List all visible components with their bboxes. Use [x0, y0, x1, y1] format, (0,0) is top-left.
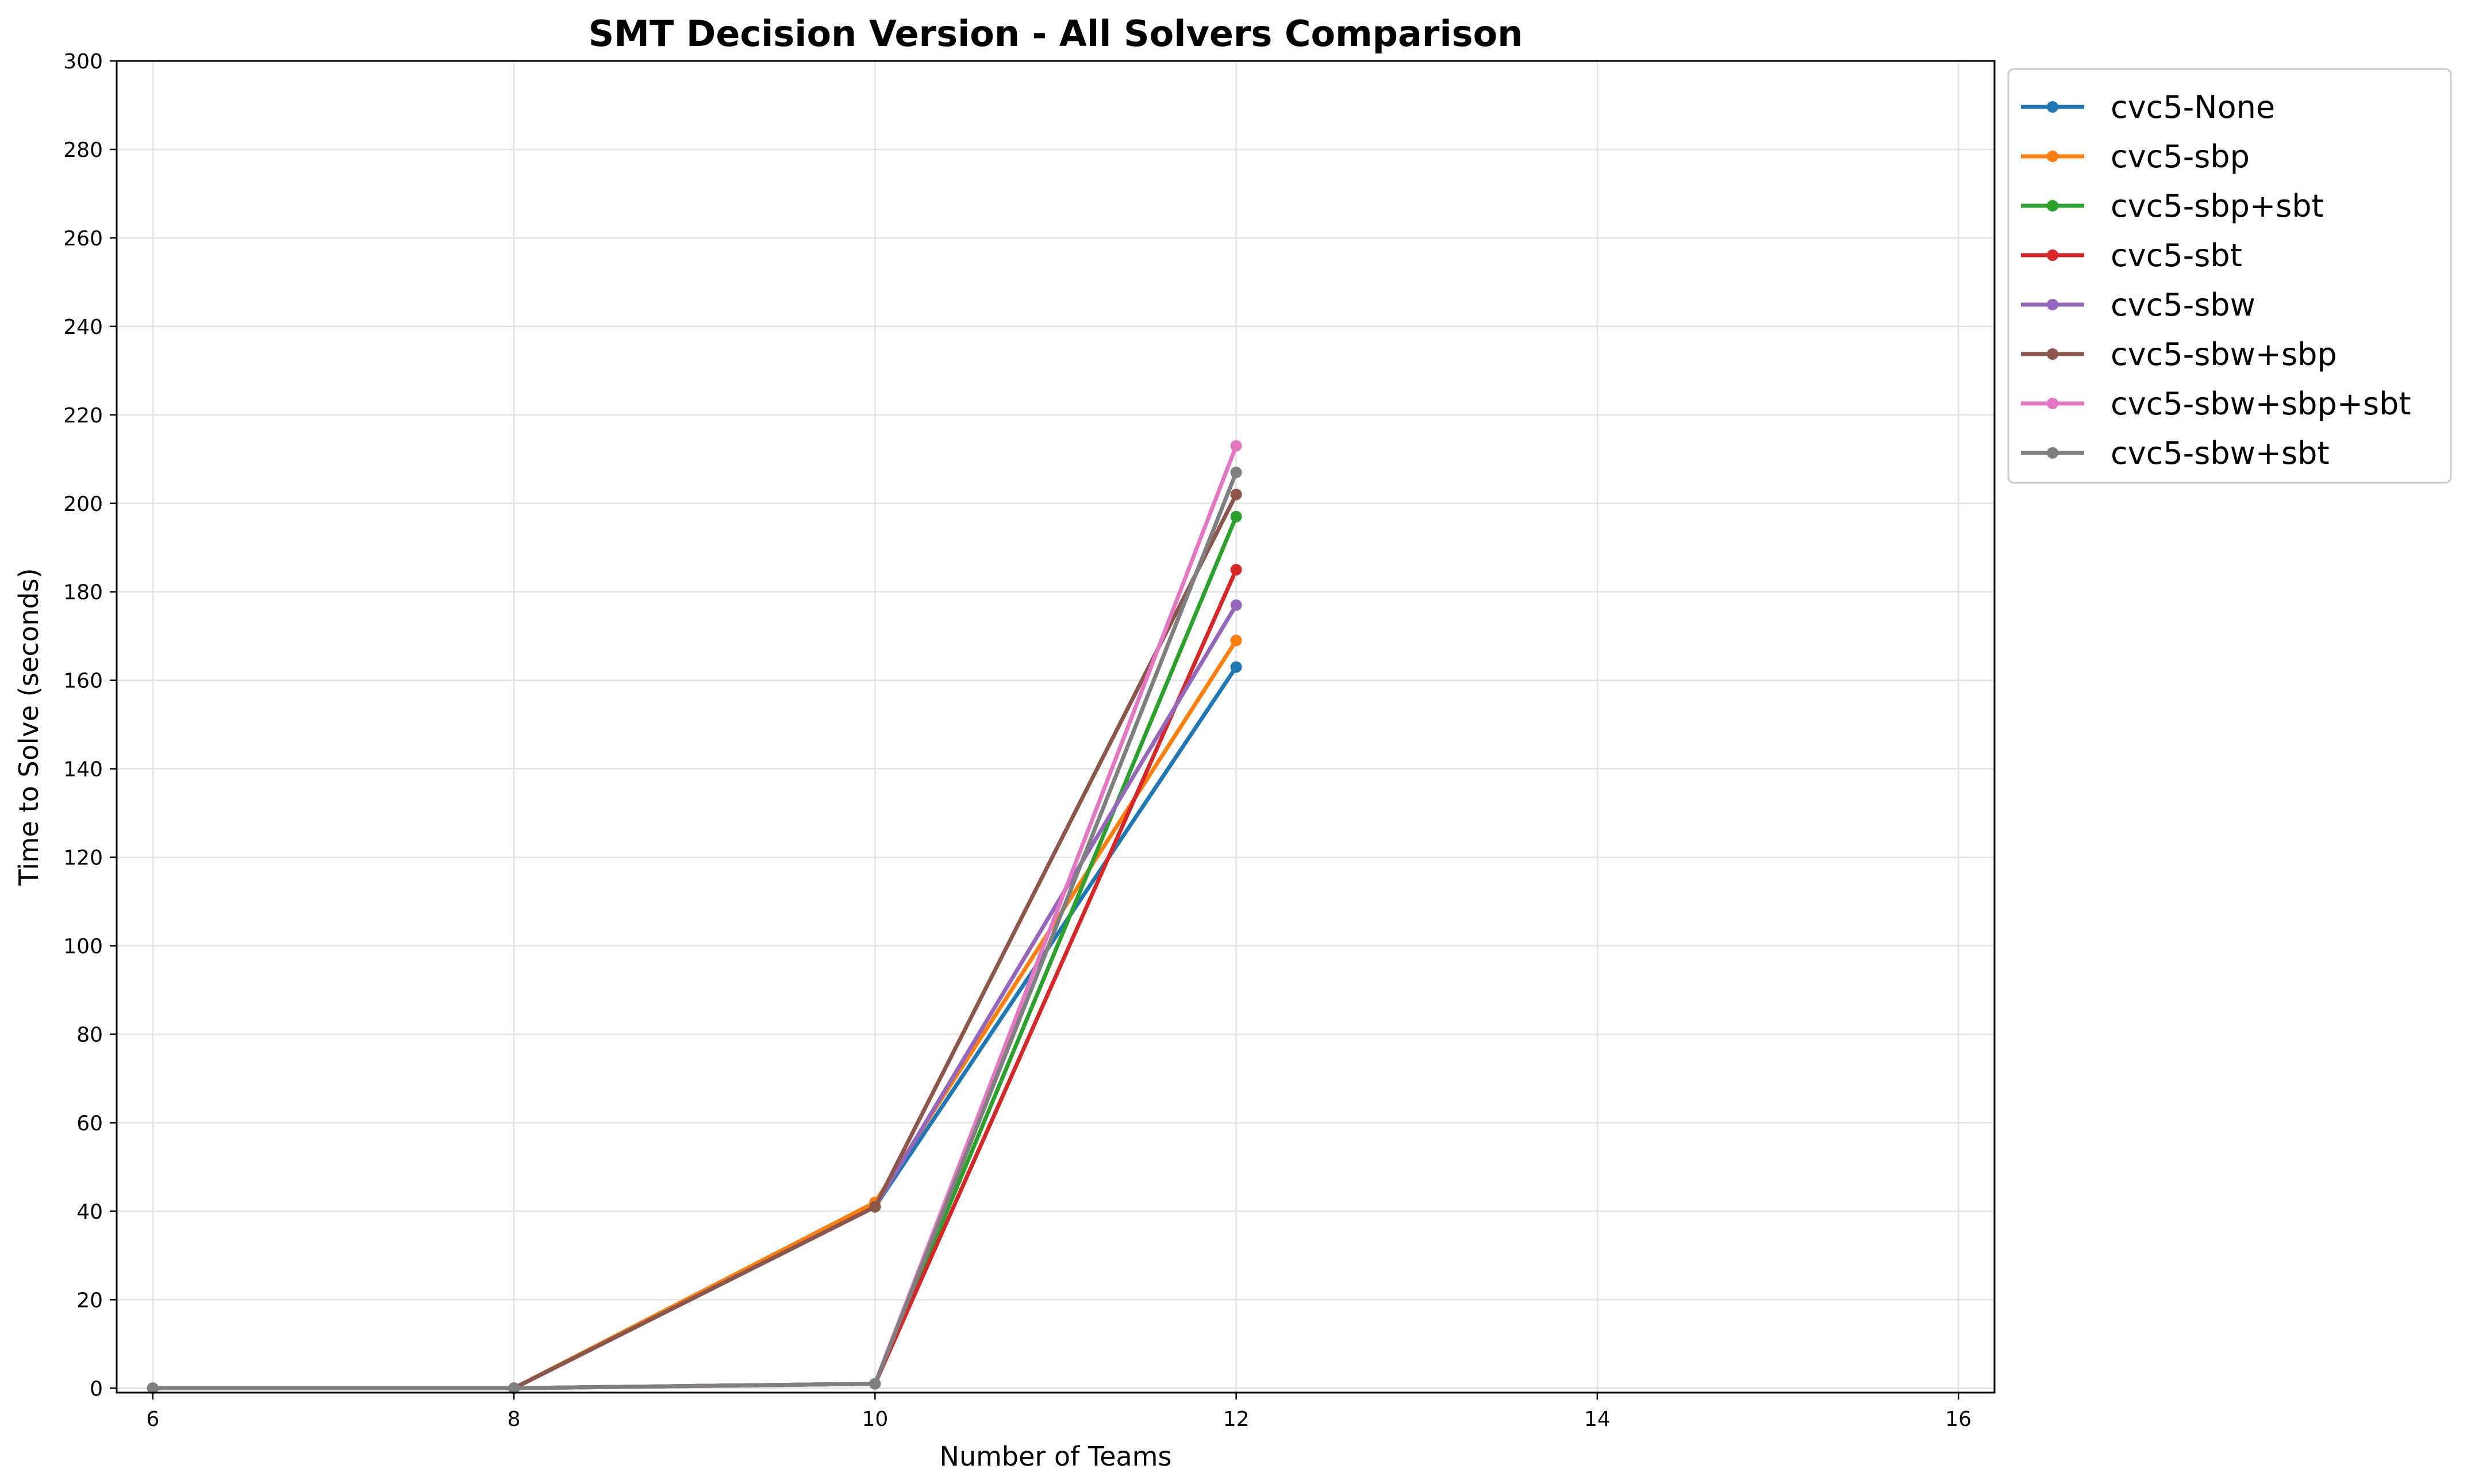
y-axis-label: Time to Solve (seconds) [13, 568, 44, 886]
data-point [508, 1382, 520, 1394]
x-tick-label: 12 [1223, 1408, 1250, 1431]
y-tick-label: 140 [63, 758, 103, 782]
x-tick-label: 16 [1945, 1408, 1972, 1431]
legend: cvc5-None cvc5-sbp cvc5-sbp+sbt cvc5-sbt cvc… [2007, 68, 2452, 484]
y-tick-label: 180 [63, 581, 103, 605]
data-point [1230, 510, 1242, 522]
legend-box [2007, 68, 2452, 484]
legend-item: cvc5-sbw+sbp [2021, 336, 2337, 372]
legend-label: cvc5-None [2111, 89, 2275, 125]
legend-item: cvc5-sbp+sbt [2021, 188, 2324, 224]
legend-item: cvc5-sbp [2021, 139, 2250, 175]
chart-title: SMT Decision Version - All Solvers Compa… [589, 13, 1523, 55]
x-tick-label: 8 [508, 1408, 521, 1431]
legend-marker [2047, 398, 2058, 409]
y-tick-label: 240 [63, 316, 103, 339]
legend-item: cvc5-sbw+sbt [2021, 435, 2330, 471]
x-tick-label: 14 [1584, 1408, 1611, 1431]
legend-label: cvc5-sbp [2111, 139, 2250, 175]
plot-frame [116, 60, 1996, 1394]
series-8 [147, 466, 1242, 1394]
legend-marker [2047, 200, 2058, 212]
legend-marker [2047, 249, 2058, 261]
data-point [1230, 466, 1242, 478]
data-point [869, 1201, 881, 1213]
x-tick-label: 10 [862, 1408, 888, 1431]
legend-label: cvc5-sbw+sbt [2111, 435, 2330, 471]
legend-marker [2047, 447, 2058, 459]
data-point [869, 1378, 881, 1390]
x-tick-label: 6 [146, 1408, 159, 1431]
legend-marker [2047, 151, 2058, 162]
series-line [151, 470, 1239, 1390]
y-tick-label: 100 [63, 935, 103, 959]
data-point [1230, 635, 1242, 647]
y-tick-label: 20 [76, 1289, 103, 1312]
y-tick-label: 280 [63, 139, 103, 162]
y-tick-label: 300 [63, 50, 103, 74]
y-tick-label: 120 [63, 847, 103, 870]
data-point [1230, 440, 1242, 452]
y-tick-label: 0 [90, 1377, 103, 1401]
series-lines [147, 440, 1242, 1394]
legend-item: cvc5-None [2021, 89, 2275, 125]
legend-marker [2047, 348, 2058, 360]
data-point [1230, 489, 1242, 501]
legend-item: cvc5-sbw+sbp+sbt [2021, 386, 2411, 422]
legend-label: cvc5-sbw+sbp+sbt [2111, 386, 2411, 422]
legend-item: cvc5-sbw [2021, 287, 2255, 323]
legend-marker [2047, 101, 2058, 113]
legend-marker [2047, 299, 2058, 310]
legend-label: cvc5-sbt [2111, 237, 2242, 274]
y-tick-label: 220 [63, 404, 103, 428]
y-tick-label: 40 [76, 1200, 103, 1224]
data-point [1230, 564, 1242, 576]
y-tick-label: 60 [76, 1112, 103, 1135]
data-point [1230, 599, 1242, 611]
legend-label: cvc5-sbw+sbp [2111, 336, 2337, 372]
legend-label: cvc5-sbp+sbt [2111, 188, 2324, 224]
data-point [1230, 661, 1242, 673]
data-point [147, 1382, 159, 1394]
y-tick-label: 260 [63, 227, 103, 251]
y-tick-label: 160 [63, 670, 103, 693]
x-axis-label: Number of Teams [940, 1441, 1172, 1472]
y-tick-label: 80 [76, 1023, 103, 1047]
legend-item: cvc5-sbt [2021, 237, 2242, 274]
axis-ticks: 6 8 10 12 14 16020406080100120140160180200220… [63, 50, 1972, 1431]
y-tick-label: 200 [63, 493, 103, 516]
legend-label: cvc5-sbw [2111, 287, 2255, 323]
